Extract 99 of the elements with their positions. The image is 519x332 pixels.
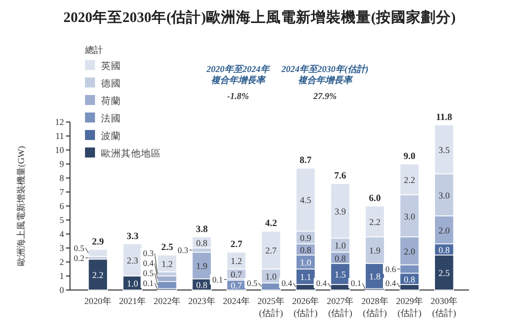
y-axis-title: 歐洲海上風電新增裝機量(GW)	[16, 146, 26, 266]
legend-label: 英國	[101, 60, 121, 72]
data-label: 0.8	[334, 253, 346, 264]
data-label: 0.1	[143, 278, 154, 288]
total-label: 2.5	[161, 243, 174, 253]
total-label: 2.9	[92, 237, 104, 248]
total-label: 9.0	[404, 152, 416, 162]
x-tick-label: 2028年 (估計)	[361, 296, 388, 318]
bar	[88, 258, 108, 290]
x-tick-label: 2026年 (估計)	[292, 296, 320, 318]
text: 2020年至2024年	[206, 64, 270, 74]
legend-label: 荷蘭	[101, 95, 121, 107]
data-label: 1.8	[369, 272, 381, 282]
data-label: 2.2	[404, 174, 416, 185]
data-label: 1.1	[300, 272, 312, 282]
y-tick-label: 2	[60, 257, 64, 267]
data-label: 0.4	[316, 278, 328, 288]
data-label: 0.1	[212, 274, 223, 284]
text: 複合年增長率	[298, 75, 354, 85]
data-label: 0.4	[143, 258, 154, 268]
y-tick-label: 8	[60, 173, 64, 183]
legend-label: 波蘭	[101, 130, 121, 142]
y-tick-label: 6	[60, 201, 64, 211]
y-tick-label: 10	[55, 145, 64, 155]
chart-title: 2020年至2030年(估計)歐洲海上風電新增裝機量(按國家劃分)	[63, 8, 456, 26]
data-label: 0.1	[350, 278, 362, 288]
data-label: 1.0	[126, 278, 139, 288]
data-label: 2.0	[438, 225, 450, 236]
text: 2024年至2030年(估計)	[280, 64, 368, 74]
data-label: 2.0	[404, 246, 416, 256]
y-tick-label: 4	[60, 229, 64, 239]
data-label: 1.2	[162, 258, 173, 269]
total-label: 7.6	[334, 172, 346, 182]
data-label: 0.2	[74, 252, 84, 263]
x-tick-label: 2029年 (估計)	[396, 296, 423, 318]
y-tick-label: 12	[55, 117, 64, 127]
data-label: 3.5	[438, 144, 450, 155]
data-label: 2.2	[369, 216, 380, 227]
data-label: 2.5	[438, 268, 450, 278]
data-label: 0.7	[230, 280, 243, 291]
data-label: 0.8	[438, 244, 450, 255]
data-label: 3.0	[404, 211, 416, 222]
legend-label: 法國	[101, 112, 121, 124]
data-label: 0.5	[246, 278, 258, 288]
y-tick-label: 5	[60, 215, 64, 225]
data-label: 4.5	[300, 195, 312, 206]
data-label: 2.3	[126, 255, 139, 266]
y-tick-label: 7	[60, 187, 64, 197]
total-label: 6.0	[368, 194, 382, 204]
total-label: 3.3	[126, 232, 139, 242]
data-label: 0.8	[300, 244, 312, 255]
x-tick-label: 2021年	[119, 296, 146, 306]
data-label: 0.8	[196, 238, 208, 248]
x-tick-label: 2030年 (估計)	[430, 296, 458, 318]
data-label: 3.0	[438, 190, 450, 200]
data-label: 0.5	[74, 242, 84, 253]
data-label: 0.5	[143, 268, 154, 278]
legend-label: 德國	[101, 78, 121, 90]
data-label: 0.9	[300, 233, 312, 243]
data-label: 3.9	[334, 206, 346, 216]
data-label: 0.6	[385, 264, 396, 274]
total-label: 2.7	[230, 240, 243, 250]
total-label: 8.7	[300, 156, 312, 166]
text: 27.9%	[312, 91, 338, 101]
data-label: 1.5	[334, 269, 346, 280]
data-label: 1.0	[300, 258, 312, 268]
data-label: 0.3	[178, 245, 188, 256]
x-tick-label: 2025年 (估計)	[258, 296, 284, 318]
x-tick-label: 2023年	[188, 296, 216, 306]
x-tick-label: 2022年	[154, 296, 181, 306]
text: -1.8%	[227, 91, 250, 101]
data-label: 0.4	[385, 278, 397, 288]
data-label: 0.4	[281, 278, 293, 288]
y-tick-label: 9	[60, 159, 64, 169]
data-label: 1.0	[334, 240, 346, 251]
legend-label: 歐洲其他地區	[101, 148, 161, 160]
total-label: 4.2	[265, 219, 278, 230]
data-label: 1.9	[196, 261, 208, 271]
data-label: 0.3	[143, 248, 154, 258]
data-label: 0.8	[404, 274, 416, 284]
text: 複合年增長率	[211, 75, 267, 85]
x-tick-label: 2027年 (估計)	[326, 296, 354, 318]
total-label: 3.8	[196, 224, 208, 235]
x-tick-label: 2024年	[222, 296, 250, 306]
data-label: 0.7	[230, 269, 243, 280]
data-label: 2.7	[265, 246, 278, 256]
y-tick-label: 1	[60, 271, 64, 281]
y-tick-label: 11	[55, 131, 64, 141]
data-label: 1.9	[369, 246, 381, 256]
x-tick-label: 2020年	[84, 296, 112, 306]
y-tick-label: 3	[60, 243, 64, 253]
legend-title: 總計	[84, 45, 103, 55]
data-label: 1.2	[230, 256, 242, 266]
bar	[88, 249, 108, 257]
data-label: 1.0	[265, 272, 278, 282]
total-label: 11.8	[436, 112, 452, 123]
data-label: 0.8	[196, 280, 208, 290]
data-label: 2.2	[92, 270, 104, 280]
y-tick-label: 0	[60, 285, 64, 295]
